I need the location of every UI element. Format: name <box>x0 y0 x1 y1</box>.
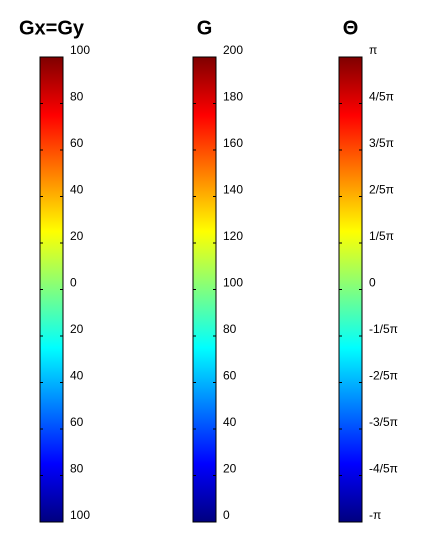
tick-label: 100 <box>70 508 90 522</box>
tick-label: 40 <box>223 415 237 429</box>
tick-label: 1/5π <box>369 229 394 243</box>
tick-label: 160 <box>223 136 243 150</box>
tick-label: 3/5π <box>369 136 394 150</box>
tick-label: -4/5π <box>369 462 398 476</box>
tick-label: 20 <box>223 462 237 476</box>
tick-label: -3/5π <box>369 415 398 429</box>
tick-label: 140 <box>223 183 243 197</box>
tick-label: 0 <box>369 276 376 290</box>
tick-label: 20 <box>70 229 84 243</box>
tick-label: 100 <box>70 43 90 57</box>
tick-label: -π <box>369 508 381 522</box>
colorbar <box>338 56 363 523</box>
tick-label: 60 <box>223 369 237 383</box>
tick-label: 20 <box>70 322 84 336</box>
tick-label: 2/5π <box>369 183 394 197</box>
tick-label: -2/5π <box>369 369 398 383</box>
tick-label: π <box>369 43 377 57</box>
tick-label: 100 <box>223 276 243 290</box>
tick-label: 40 <box>70 369 84 383</box>
colorbar <box>192 56 217 523</box>
tick-label: 80 <box>70 90 84 104</box>
colorbar-title: Θ <box>343 17 359 39</box>
tick-label: 60 <box>70 415 84 429</box>
tick-label: 180 <box>223 90 243 104</box>
tick-label: 0 <box>70 276 77 290</box>
tick-label: -1/5π <box>369 322 398 336</box>
tick-label: 40 <box>70 183 84 197</box>
tick-label: 60 <box>70 136 84 150</box>
colorbar-title: Gx=Gy <box>19 17 85 39</box>
colorbar-title: G <box>197 17 213 39</box>
tick-label: 0 <box>223 508 230 522</box>
tick-label: 120 <box>223 229 243 243</box>
tick-label: 4/5π <box>369 90 394 104</box>
tick-label: 80 <box>70 462 84 476</box>
tick-label: 200 <box>223 43 243 57</box>
tick-label: 80 <box>223 322 237 336</box>
colorbar <box>39 56 64 523</box>
